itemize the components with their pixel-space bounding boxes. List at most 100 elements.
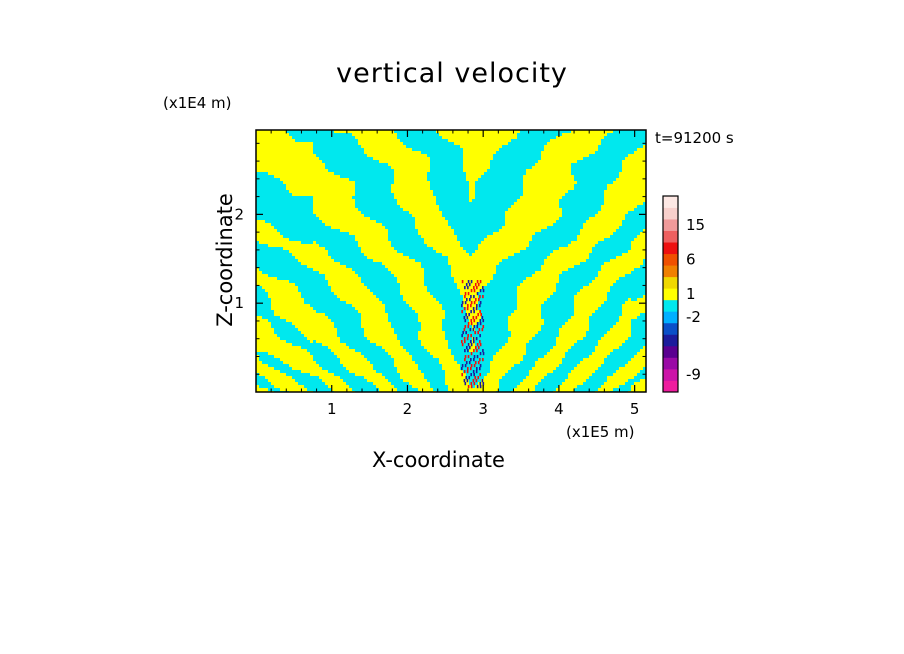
field-cell (622, 172, 626, 176)
field-cell (271, 214, 275, 218)
field-cell (481, 160, 485, 164)
field-cell (616, 232, 620, 236)
field-cell (607, 166, 611, 170)
field-cell (538, 166, 542, 170)
field-cell (505, 193, 509, 197)
field-cell (292, 235, 296, 239)
field-cell (457, 142, 461, 146)
field-cell (400, 190, 404, 194)
field-cell (643, 130, 646, 134)
field-cell (568, 184, 572, 188)
field-cell (613, 142, 617, 146)
field-cell (613, 235, 617, 239)
field-cell (295, 211, 299, 215)
field-cell (526, 214, 530, 218)
field-cell (289, 235, 293, 239)
field-cell (364, 184, 368, 188)
field-cell (337, 130, 341, 134)
field-cell (328, 175, 332, 179)
field-cell (379, 220, 383, 224)
field-cell (592, 202, 596, 206)
field-cell (457, 223, 461, 227)
field-cell (382, 133, 386, 137)
field-cell (376, 232, 380, 236)
field-cell (373, 148, 377, 152)
field-cell (385, 223, 389, 227)
field-cell (514, 130, 518, 134)
field-cell (424, 208, 428, 212)
field-cell (544, 199, 548, 203)
field-cell (562, 175, 566, 179)
field-cell (403, 160, 407, 164)
field-cell (571, 220, 575, 224)
field-cell (400, 217, 404, 221)
field-cell (637, 130, 641, 134)
field-cell (280, 157, 284, 161)
field-cell (409, 184, 413, 188)
field-cell (394, 130, 398, 134)
field-cell (355, 244, 359, 248)
field-cell (415, 160, 419, 164)
field-cell (346, 142, 350, 146)
field-cell (265, 241, 269, 245)
field-cell (406, 163, 410, 167)
field-cell (259, 208, 263, 212)
field-cell (316, 151, 320, 155)
field-cell (643, 241, 646, 245)
field-cell (592, 235, 596, 239)
field-cell (286, 160, 290, 164)
field-cell (466, 154, 470, 158)
field-cell (382, 169, 386, 173)
field-cell (310, 202, 314, 206)
field-cell (391, 205, 395, 209)
field-cell (367, 160, 371, 164)
field-cell (457, 238, 461, 242)
field-cell (313, 229, 317, 233)
field-cell (340, 229, 344, 233)
field-cell (565, 184, 569, 188)
field-cell (340, 244, 344, 248)
field-cell (439, 205, 443, 209)
field-cell (274, 160, 278, 164)
field-cell (523, 157, 527, 161)
field-cell (328, 229, 332, 233)
field-cell (268, 211, 272, 215)
field-cell (322, 190, 326, 194)
field-cell (319, 151, 323, 155)
field-cell (457, 151, 461, 155)
field-cell (388, 229, 392, 233)
field-cell (271, 229, 275, 233)
field-cell (370, 223, 374, 227)
field-cell (613, 157, 617, 161)
field-cell (295, 157, 299, 161)
field-cell (430, 223, 434, 227)
field-cell (586, 148, 590, 152)
field-cell (637, 223, 641, 227)
field-cell (334, 199, 338, 203)
field-cell (355, 214, 359, 218)
field-cell (382, 223, 386, 227)
field-cell (508, 148, 512, 152)
field-cell (376, 163, 380, 167)
field-cell (355, 187, 359, 191)
field-cell (547, 220, 551, 224)
field-cell (358, 175, 362, 179)
field-cell (463, 166, 467, 170)
field-cell (478, 157, 482, 161)
field-cell (415, 214, 419, 218)
field-cell (607, 169, 611, 173)
field-cell (580, 151, 584, 155)
field-cell (391, 184, 395, 188)
field-cell (304, 133, 308, 137)
field-cell (541, 130, 545, 134)
field-cell (406, 166, 410, 170)
field-cell (301, 220, 305, 224)
field-cell (394, 163, 398, 167)
field-cell (415, 238, 419, 242)
field-cell (337, 226, 341, 230)
field-cell (403, 184, 407, 188)
field-cell (556, 172, 560, 176)
field-cell (454, 175, 458, 179)
field-cell (328, 202, 332, 206)
field-cell (484, 211, 488, 215)
